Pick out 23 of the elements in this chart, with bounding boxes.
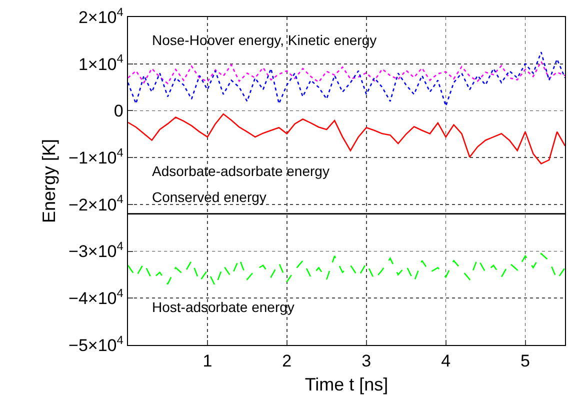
y-tick-label: −2×10$^{4}$	[68, 192, 124, 214]
x-axis-title: Time t [ns]	[304, 374, 388, 395]
annotation: Nose-Hoover energy, Kinetic energy	[152, 32, 377, 48]
y-tick-label: 1×10$^{4}$	[78, 52, 124, 74]
line-series	[128, 113, 565, 164]
y-tick-label: 0	[114, 102, 124, 121]
annotation: Adsorbate-adsorbate energy	[152, 163, 330, 179]
y-tick-label: −5×10$^{4}$	[68, 332, 124, 355]
line-series	[128, 51, 565, 107]
x-tick-label: 1	[202, 352, 212, 371]
y-tick-label: −4×10$^{4}$	[68, 286, 124, 308]
y-tick-label: −1×10$^{4}$	[68, 145, 124, 168]
x-tick-label: 2	[282, 352, 292, 371]
x-tick-label: 4	[441, 352, 451, 371]
annotation: Host-adsorbate energy	[152, 299, 294, 315]
x-tick-label: 5	[520, 352, 530, 371]
y-axis-title: Energy [K]	[38, 138, 59, 224]
x-tick-label: 3	[362, 352, 372, 371]
line-series	[128, 252, 565, 288]
y-tick-label: 2×10$^{4}$	[78, 4, 124, 27]
line-series	[128, 60, 565, 84]
y-tick-label: −3×10$^{4}$	[68, 239, 124, 262]
annotation: Conserved energy	[152, 189, 266, 205]
